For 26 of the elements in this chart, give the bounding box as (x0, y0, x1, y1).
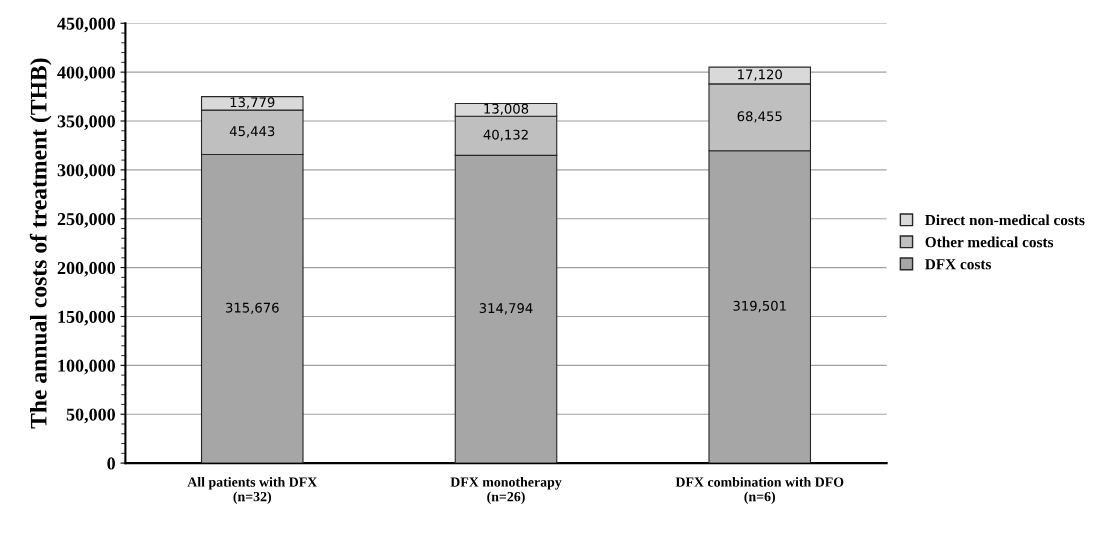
y-tick-label: 400,000 (57, 66, 115, 82)
data-label: 315,676 (225, 302, 279, 314)
data-label: 319,501 (733, 300, 786, 313)
y-tick-label: 200,000 (57, 261, 115, 277)
y-tick-label: 50,000 (66, 408, 115, 424)
data-label: 68,455 (737, 111, 782, 123)
data-label: 314,794 (479, 303, 533, 315)
y-tick-label: 250,000 (57, 213, 115, 228)
y-tick-label: 0 (107, 457, 115, 470)
y-tick-label: 100,000 (58, 359, 115, 375)
data-label: 13,779 (230, 97, 275, 109)
legend-label: Other medical costs (925, 236, 1054, 248)
data-label: 45,443 (229, 126, 275, 138)
legend-label: Direct non-medical costs (925, 214, 1085, 226)
y-tick-label: 450,000 (57, 17, 115, 33)
y-tick-label: 300,000 (57, 164, 115, 179)
x-tick-label: DFX combination with DFO (n=6) (675, 476, 844, 505)
y-axis-title: The annual costs of treatment (THB) (29, 58, 52, 429)
y-tick-label: 350,000 (57, 115, 115, 131)
y-tick-label: 150,000 (58, 310, 115, 326)
x-tick-label: All patients with DFX (n=32) (187, 476, 318, 505)
data-label: 40,132 (483, 129, 528, 141)
data-label: 17,120 (738, 69, 782, 81)
x-tick-label: DFX monotherapy (n=26) (450, 476, 562, 505)
data-label: 13,008 (484, 103, 529, 116)
legend-label: DFX costs (925, 259, 992, 270)
